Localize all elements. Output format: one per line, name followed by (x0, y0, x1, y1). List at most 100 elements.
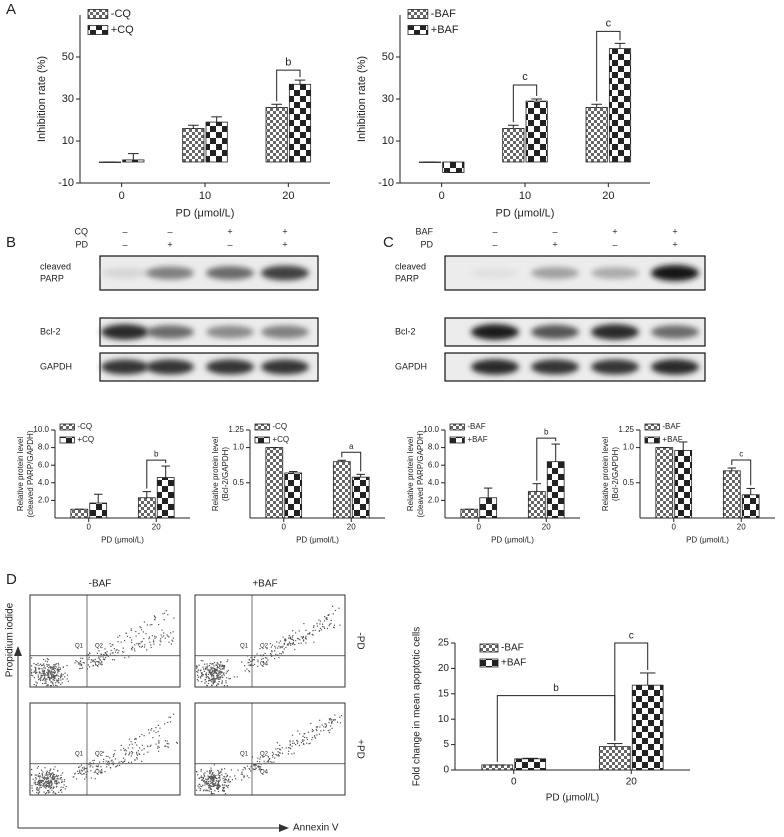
flow-dot (289, 636, 291, 638)
flow-dot (271, 644, 273, 646)
flow-dot (46, 782, 48, 784)
flow-dot (293, 742, 295, 744)
legend-label: +CQ (77, 435, 94, 444)
flow-dot (93, 659, 95, 661)
bar (284, 472, 303, 519)
legend-label: +BAF (431, 24, 459, 36)
flow-dot (37, 775, 39, 777)
flow-dot (210, 769, 212, 771)
flow-dot (42, 785, 44, 787)
flow-dot (250, 766, 252, 768)
flow-dot (300, 642, 302, 644)
flow-dot (136, 744, 138, 746)
flow-dot (35, 681, 37, 683)
flow-dot (289, 642, 291, 645)
flow-dot (89, 652, 91, 654)
flow-dot (339, 722, 342, 724)
flow-dot (324, 723, 326, 725)
flow-dot (41, 776, 43, 778)
flow-dot (43, 673, 45, 675)
flow-dot (244, 670, 246, 672)
flow-dot (59, 669, 61, 671)
flow-dot (37, 765, 39, 768)
flow-dot (86, 659, 88, 661)
row-label: GAPDH (395, 361, 427, 371)
flow-dot (208, 784, 210, 786)
flow-dot (78, 663, 80, 665)
flow-dot (323, 620, 326, 622)
significance-label: b (544, 428, 549, 437)
flow-dot (110, 760, 112, 762)
flow-dot (314, 736, 316, 738)
legend-label: +CQ (111, 24, 134, 36)
flow-dot (49, 666, 51, 668)
flow-dot (258, 766, 260, 769)
blot-band (651, 359, 699, 375)
flow-dot (53, 664, 55, 666)
flow-dot (334, 609, 336, 612)
flow-dot (202, 790, 205, 792)
flow-dot (228, 778, 230, 780)
flow-dot (202, 776, 204, 778)
flow-dot (160, 634, 162, 636)
flow-dot (217, 676, 219, 678)
flow-dot (222, 668, 224, 670)
flow-dot (57, 775, 60, 777)
flow-dot (201, 674, 203, 676)
flow-dot (267, 756, 269, 758)
flow-dot (218, 676, 220, 678)
flow-dot (292, 639, 295, 641)
flow-dot (102, 656, 104, 658)
flow-dot (55, 780, 57, 782)
flow-dot (153, 615, 155, 617)
flow-dot (55, 775, 57, 777)
flow-dot (209, 785, 211, 787)
flow-dot (52, 792, 54, 794)
flow-dot (117, 641, 119, 643)
flow-dot (150, 644, 152, 646)
flow-dot (213, 672, 215, 674)
flow-dot (208, 786, 211, 788)
flow-dot (138, 753, 140, 755)
flow-dot (230, 769, 232, 771)
flow-dot (216, 674, 218, 676)
flow-dot (241, 661, 243, 663)
flow-dot (219, 664, 221, 666)
flow-dot (31, 774, 33, 776)
flow-dot (219, 678, 221, 680)
flow-dot (269, 643, 271, 645)
flow-dot (87, 664, 89, 666)
flow-dot (79, 771, 81, 773)
x-axis-label: PD (μmol/L) (491, 536, 534, 545)
flow-dot (287, 753, 289, 755)
flow-dot (217, 788, 219, 790)
flow-dot (45, 785, 47, 788)
flow-dot (199, 785, 201, 787)
flow-dot (160, 641, 162, 643)
flow-dot (151, 624, 153, 626)
flow-dot (51, 671, 53, 673)
flow-dot (53, 676, 55, 678)
flow-dot (49, 776, 51, 778)
flow-dot (200, 677, 202, 679)
flow-dot (332, 613, 334, 615)
flow-dot (257, 661, 259, 663)
flow-dot (112, 644, 114, 646)
flow-dot (216, 785, 218, 787)
flow-dot (210, 791, 212, 793)
flow-dot (140, 627, 142, 629)
flow-dot (52, 675, 54, 677)
flow-dot (90, 777, 92, 779)
flow-dot (45, 772, 47, 774)
flow-dot (205, 681, 207, 683)
flow-dot (124, 759, 126, 761)
y-axis-label: Relative protein level (16, 437, 25, 511)
flow-dot (114, 654, 116, 657)
flow-dot (50, 666, 52, 668)
flow-dot (248, 661, 250, 664)
flow-dot (271, 754, 274, 756)
x-axis-label: PD (μmol/L) (176, 208, 235, 220)
flow-dot (213, 780, 215, 782)
flow-dot (43, 786, 45, 788)
flow-dot (266, 648, 268, 650)
